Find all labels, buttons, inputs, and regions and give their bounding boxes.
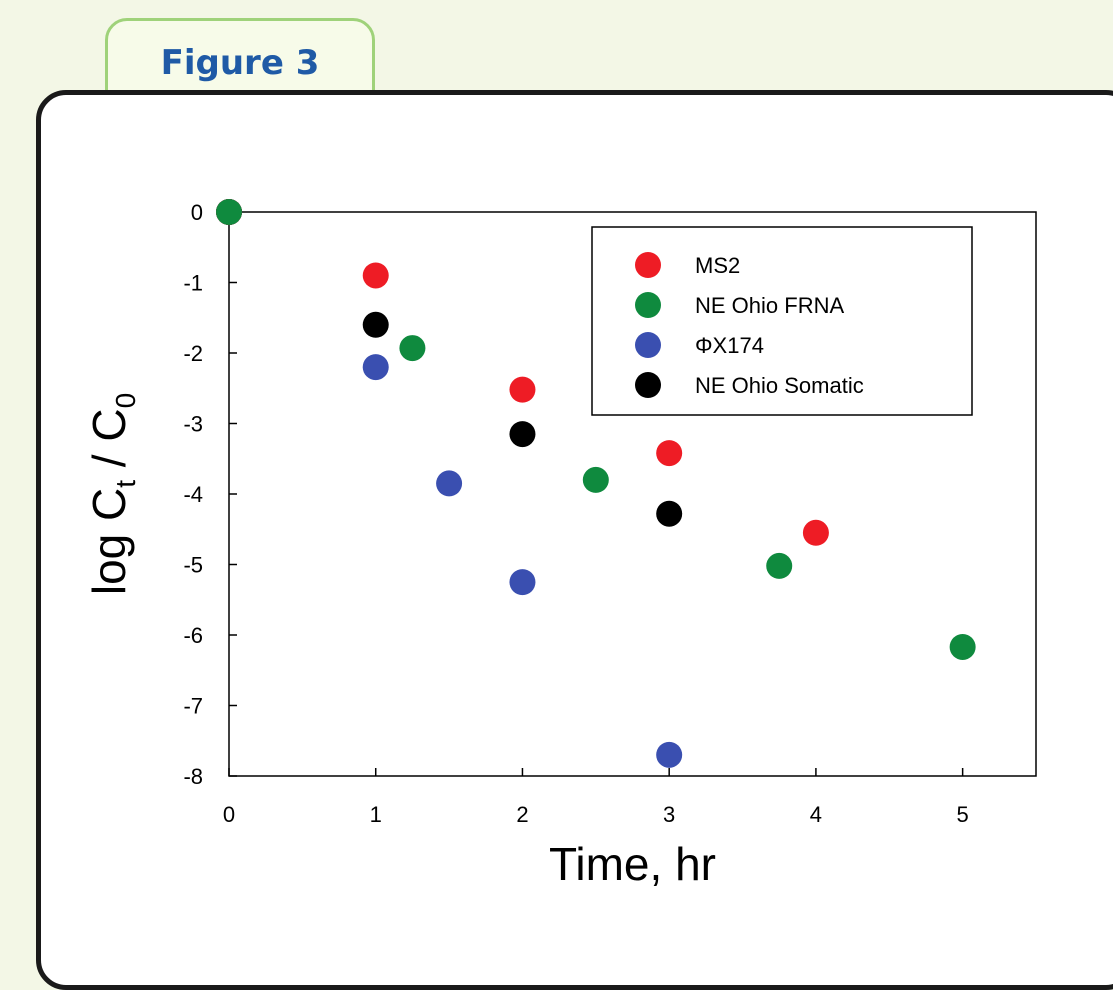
y-tick-label: -6 xyxy=(183,623,203,648)
data-point xyxy=(509,569,536,596)
data-point xyxy=(656,741,683,768)
data-point xyxy=(362,354,389,381)
data-point xyxy=(582,466,609,493)
data-point xyxy=(362,311,389,338)
data-point xyxy=(766,552,793,579)
y-tick-label: -3 xyxy=(183,412,203,437)
y-tick-label: -4 xyxy=(183,482,203,507)
x-tick-label: 2 xyxy=(516,802,528,827)
data-point xyxy=(949,633,976,660)
y-tick-label: -2 xyxy=(183,341,203,366)
legend-label: NE Ohio Somatic xyxy=(695,373,864,398)
y-tick-label: 0 xyxy=(191,200,203,225)
x-tick-label: 3 xyxy=(663,802,675,827)
legend-marker xyxy=(635,292,661,318)
tick-labels: 0 1 2 3 4 5 0 -1 -2 -3 -4 -5 -6 -7 -8 xyxy=(183,200,968,827)
figure-tab-label: Figure 3 xyxy=(160,43,320,83)
data-point xyxy=(509,376,536,403)
x-tick-label: 5 xyxy=(957,802,969,827)
y-tick-label: -5 xyxy=(183,553,203,578)
data-point xyxy=(216,199,242,225)
y-axis-title-subscript-0: 0 xyxy=(110,393,141,409)
data-points xyxy=(216,199,976,768)
x-tick-label: 1 xyxy=(370,802,382,827)
legend-label: ΦX174 xyxy=(695,333,764,358)
legend-marker xyxy=(635,372,661,398)
data-point xyxy=(436,470,463,497)
y-axis-title-log: log C xyxy=(83,488,135,595)
y-tick-label: -8 xyxy=(183,764,203,789)
legend: MS2 NE Ohio FRNA ΦX174 NE Ohio Somatic xyxy=(591,226,973,416)
data-point xyxy=(656,440,683,467)
data-point xyxy=(656,500,683,527)
legend-label: NE Ohio FRNA xyxy=(695,293,844,318)
legend-label: MS2 xyxy=(695,253,740,278)
x-tick-label: 0 xyxy=(223,802,235,827)
y-axis-title-mid: / C xyxy=(83,408,135,480)
legend-marker xyxy=(635,332,661,358)
scatter-chart: 0 1 2 3 4 5 0 -1 -2 -3 -4 -5 -6 -7 -8 Time, hr log Ct … xyxy=(83,199,1037,890)
y-axis-title: log Ct / C0 xyxy=(83,393,141,595)
data-point xyxy=(509,421,536,448)
data-point xyxy=(399,335,426,362)
y-tick-label: -1 xyxy=(183,271,203,296)
data-point xyxy=(362,262,389,289)
data-point xyxy=(802,519,829,546)
y-tick-label: -7 xyxy=(183,694,203,719)
legend-marker xyxy=(635,252,661,278)
x-axis-title: Time, hr xyxy=(549,838,716,890)
x-tick-label: 4 xyxy=(810,802,822,827)
y-axis-title-subscript-t: t xyxy=(110,480,141,488)
axis-ticks xyxy=(228,211,964,777)
